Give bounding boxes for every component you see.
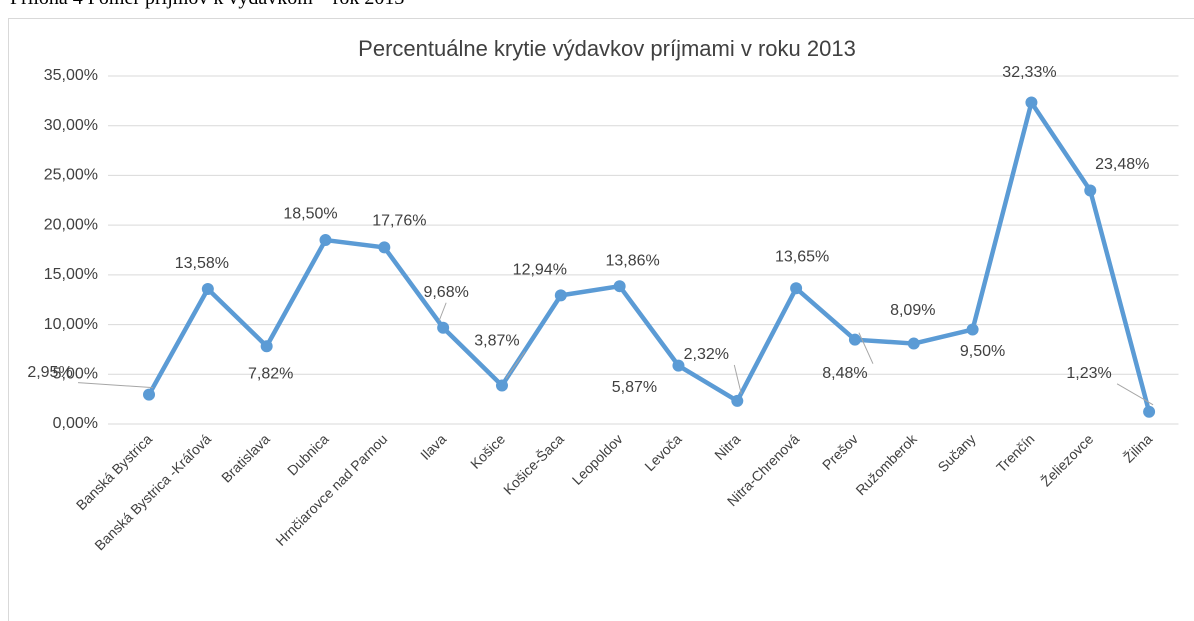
data-label: 1,23% [1066, 365, 1111, 382]
data-label: 13,65% [775, 248, 829, 265]
data-label: 23,48% [1095, 156, 1149, 173]
marker [143, 388, 156, 401]
marker [672, 359, 685, 372]
marker [201, 282, 214, 295]
marker [495, 379, 508, 392]
caption: Príloha 4 Pomer príjmov k výdavkom – rok… [10, 0, 404, 9]
y-tick-label: 5,00% [53, 366, 98, 383]
y-tick-label: 25,00% [44, 167, 98, 184]
marker [848, 333, 861, 346]
data-label: 5,87% [612, 379, 657, 396]
data-label: 2,32% [684, 346, 729, 363]
y-tick-label: 20,00% [44, 216, 98, 233]
data-label: 7,82% [248, 365, 293, 382]
y-tick-label: 30,00% [44, 117, 98, 134]
data-label: 18,50% [283, 205, 337, 222]
data-label: 13,86% [606, 252, 660, 269]
marker [1084, 184, 1097, 197]
line [147, 100, 1152, 413]
leader-line [438, 302, 447, 321]
data-label: 12,94% [513, 262, 567, 279]
marker [378, 241, 391, 254]
y-tick-label: 10,00% [44, 316, 98, 333]
leader-line [77, 382, 154, 389]
leader-line [858, 332, 874, 364]
marker [437, 321, 450, 334]
data-label: 3,87% [474, 333, 519, 350]
data-label: 2,95% [27, 364, 72, 381]
data-label: 9,50% [960, 343, 1005, 360]
marker [554, 289, 567, 302]
marker [613, 280, 626, 293]
data-label: 13,58% [175, 255, 229, 272]
chart-frame [8, 18, 1194, 621]
leader-line [505, 351, 526, 379]
marker [1025, 96, 1038, 109]
marker [260, 340, 273, 353]
marker [790, 282, 803, 295]
data-label: 9,68% [423, 284, 468, 301]
marker [966, 323, 979, 336]
data-label: 8,09% [890, 302, 935, 319]
leader-line [1116, 383, 1154, 406]
marker [319, 234, 332, 247]
data-label: 17,76% [372, 213, 426, 230]
y-tick-label: 0,00% [53, 415, 98, 432]
data-label: 8,48% [822, 365, 867, 382]
chart-title: Percentuálne krytie výdavkov príjmami v … [358, 36, 856, 61]
marker [1143, 405, 1156, 418]
data-label: 32,33% [1002, 64, 1056, 81]
leader-line [733, 364, 742, 395]
y-tick-label: 35,00% [44, 67, 98, 84]
marker [731, 394, 744, 407]
y-tick-label: 15,00% [44, 266, 98, 283]
marker [907, 337, 920, 350]
